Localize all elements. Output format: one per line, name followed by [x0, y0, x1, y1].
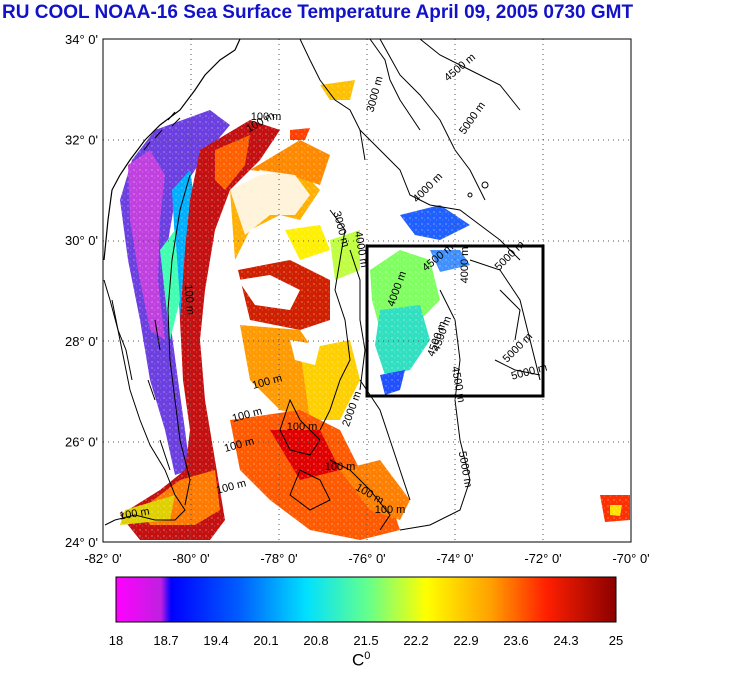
lon-tick-label: -82° 0' [84, 551, 121, 566]
contour-label: 100 m [251, 111, 282, 123]
colorbar-tick-label: 18 [109, 633, 123, 648]
colorbar-tick-label: 19.4 [203, 633, 228, 648]
lon-tick-label: -70° 0' [612, 551, 649, 566]
lat-tick-label: 32° 0' [65, 133, 98, 148]
unit-superscript: 0 [364, 650, 371, 662]
colorbar-tick-label: 22.9 [453, 633, 478, 648]
colorbar [115, 576, 617, 623]
lon-tick-label: -74° 0' [436, 551, 473, 566]
coastline [103, 39, 241, 261]
map-title: RU COOL NOAA-16 Sea Surface Temperature … [2, 2, 634, 23]
shelf-contour-100m [167, 174, 191, 506]
contour-label: 4000 m [459, 247, 471, 284]
colorbar-tick-label: 22.2 [403, 633, 428, 648]
colorbar-tick-label: 24.3 [553, 633, 578, 648]
coastline-and-contours [103, 39, 541, 531]
lon-tick-label: -80° 0' [172, 551, 209, 566]
longitude-tick-labels: -82° 0' -80° 0' -78° 0' -76° 0' -74° 0' -72° … [84, 551, 649, 566]
contour-label: 100 m [118, 505, 150, 522]
map-frame [102, 38, 632, 543]
lat-tick-label: 30° 0' [65, 233, 98, 248]
contour-label: 100 m [325, 461, 356, 473]
lat-tick-label: 28° 0' [65, 334, 98, 349]
colorbar-tick-label: 18.7 [153, 633, 178, 648]
lat-tick-label: 24° 0' [65, 535, 98, 550]
contour-label: 100 m [182, 284, 197, 316]
lon-tick-label: -76° 0' [348, 551, 385, 566]
colorbar-unit-label: C0 [352, 650, 370, 671]
colorbar-tick-label: 20.1 [253, 633, 278, 648]
lon-tick-label: -78° 0' [260, 551, 297, 566]
contour-label: 100 m [375, 504, 406, 516]
study-area-box [365, 244, 545, 398]
lat-tick-label: 26° 0' [65, 434, 98, 449]
colorbar-tick-label: 23.6 [503, 633, 528, 648]
latitude-tick-labels: 34° 0' 32° 0' 30° 0' 28° 0' 26° 0' 24° 0' [65, 32, 98, 550]
colorbar-tick-labels: 18 18.7 19.4 20.1 20.8 21.5 22.2 22.9 23.6 24.3 25 [109, 633, 623, 648]
unit-base: C [352, 650, 365, 670]
colorbar-tick-label: 20.8 [303, 633, 328, 648]
lat-tick-label: 34° 0' [65, 32, 98, 47]
lon-tick-label: -72° 0' [524, 551, 561, 566]
contour-label: 100 m [287, 421, 318, 433]
colorbar-tick-label: 25 [609, 633, 623, 648]
colorbar-tick-label: 21.5 [353, 633, 378, 648]
